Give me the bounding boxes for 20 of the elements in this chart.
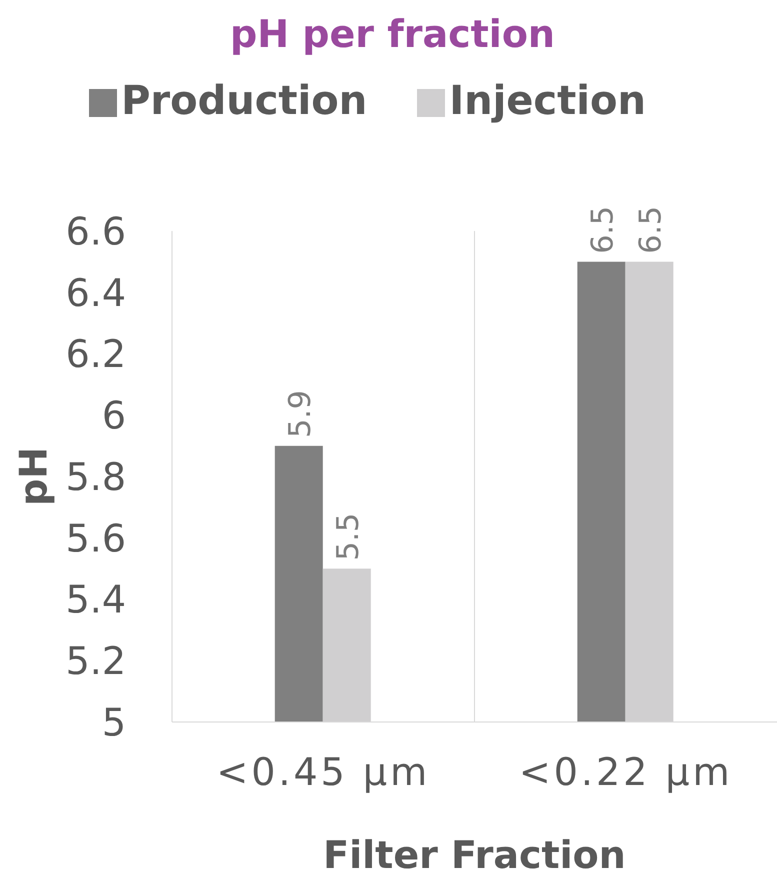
- x-axis-title: Filter Fraction: [323, 833, 626, 877]
- y-tick-label: 5: [102, 700, 126, 744]
- x-tick-label: <0.45 µm: [216, 750, 430, 794]
- y-tick-label: 6.4: [66, 270, 126, 315]
- y-tick-label: 5.2: [66, 639, 126, 684]
- y-axis-title: pH: [11, 446, 56, 506]
- data-label: 5.9: [282, 390, 318, 438]
- data-label: 6.5: [585, 206, 620, 254]
- data-label: 5.5: [330, 512, 366, 561]
- y-tick-label: 6.2: [66, 332, 126, 376]
- y-tick-label: 6.6: [66, 209, 126, 254]
- y-tick-label: 5.6: [66, 516, 126, 560]
- legend-label: Production: [121, 78, 368, 124]
- legend-label: Injection: [449, 78, 646, 124]
- chart-title: pH per fraction: [229, 12, 556, 56]
- data-label: 6.5: [633, 206, 668, 254]
- y-tick-label: 6: [102, 394, 126, 438]
- y-tick-label: 5.8: [66, 454, 126, 499]
- x-tick-label: <0.22 µm: [518, 750, 733, 794]
- y-tick-label: 5.4: [66, 578, 126, 622]
